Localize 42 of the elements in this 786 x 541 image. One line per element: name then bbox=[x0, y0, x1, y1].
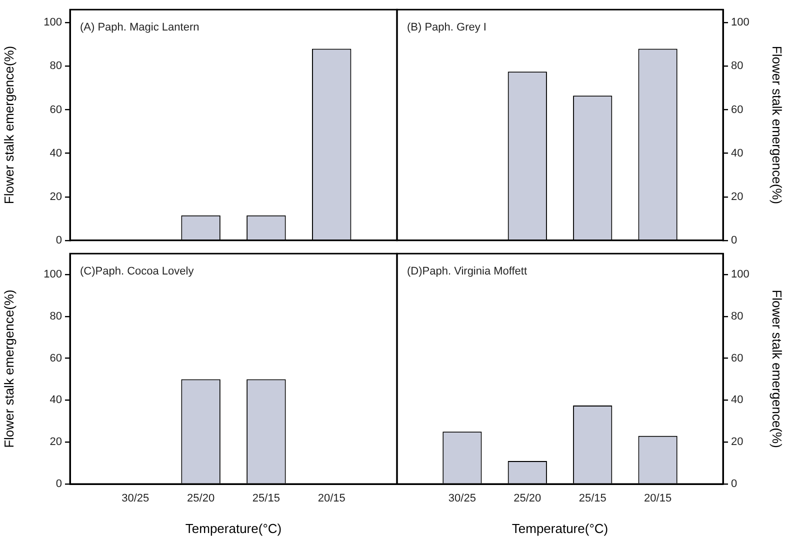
text: (B) Paph. Grey I bbox=[407, 22, 486, 34]
y-tick-label: 20 bbox=[50, 190, 62, 203]
y-tick-label: 20 bbox=[50, 436, 62, 448]
x-tick-label: 30/25 bbox=[448, 492, 476, 505]
y2-tick-label: 80 bbox=[731, 310, 744, 322]
y-tick-label: 0 bbox=[56, 478, 62, 490]
y-axis-title: Flower stalk emergence(%) bbox=[1, 290, 16, 448]
x-tick-label: 20/15 bbox=[318, 492, 346, 505]
x-axis-title: Temperature(°C) bbox=[185, 520, 282, 536]
x-tick-label: 25/15 bbox=[578, 492, 606, 505]
x-tick-label: 20/15 bbox=[644, 492, 672, 505]
y2-tick-label: 60 bbox=[731, 352, 744, 364]
y2-tick-label: 40 bbox=[731, 147, 744, 160]
y2-axis-title: Flower stalk emergence(%) bbox=[770, 46, 785, 204]
y-tick-label: 80 bbox=[50, 310, 62, 322]
y-tick-label: 0 bbox=[56, 234, 62, 246]
y-tick-label: 100 bbox=[44, 16, 62, 29]
y2-tick-label: 100 bbox=[731, 16, 750, 29]
y2-tick-label: 60 bbox=[731, 104, 744, 116]
x-tick-label: 25/15 bbox=[252, 492, 280, 505]
y-tick-label: 60 bbox=[50, 352, 62, 364]
y-tick-label: 40 bbox=[50, 147, 62, 160]
y2-tick-label: 40 bbox=[731, 394, 744, 406]
y2-tick-label: 20 bbox=[731, 190, 744, 203]
y-axis-title: Flower stalk emergence(%) bbox=[1, 46, 16, 204]
y-tick-label: 40 bbox=[50, 394, 62, 406]
y2-tick-label: 100 bbox=[731, 268, 750, 281]
y-tick-label: 80 bbox=[50, 60, 62, 72]
text: (D)Paph. Virginia Moffett bbox=[407, 266, 528, 278]
y-tick-label: 60 bbox=[50, 104, 62, 116]
y-tick-label: 100 bbox=[44, 268, 62, 281]
y2-tick-label: 0 bbox=[731, 478, 738, 490]
x-tick-label: 25/20 bbox=[187, 492, 215, 505]
text: (A) Paph. Magic Lantern bbox=[80, 22, 200, 34]
x-tick-label: 25/20 bbox=[514, 492, 542, 505]
x-axis-title: Temperature(°C) bbox=[512, 520, 608, 536]
y2-tick-label: 20 bbox=[731, 436, 744, 448]
y2-tick-label: 0 bbox=[731, 234, 738, 246]
y2-axis-title: Flower stalk emergence(%) bbox=[770, 290, 785, 448]
x-tick-label: 30/25 bbox=[122, 492, 150, 505]
text: (C)Paph. Cocoa Lovely bbox=[80, 266, 194, 278]
y2-tick-label: 80 bbox=[731, 60, 744, 72]
